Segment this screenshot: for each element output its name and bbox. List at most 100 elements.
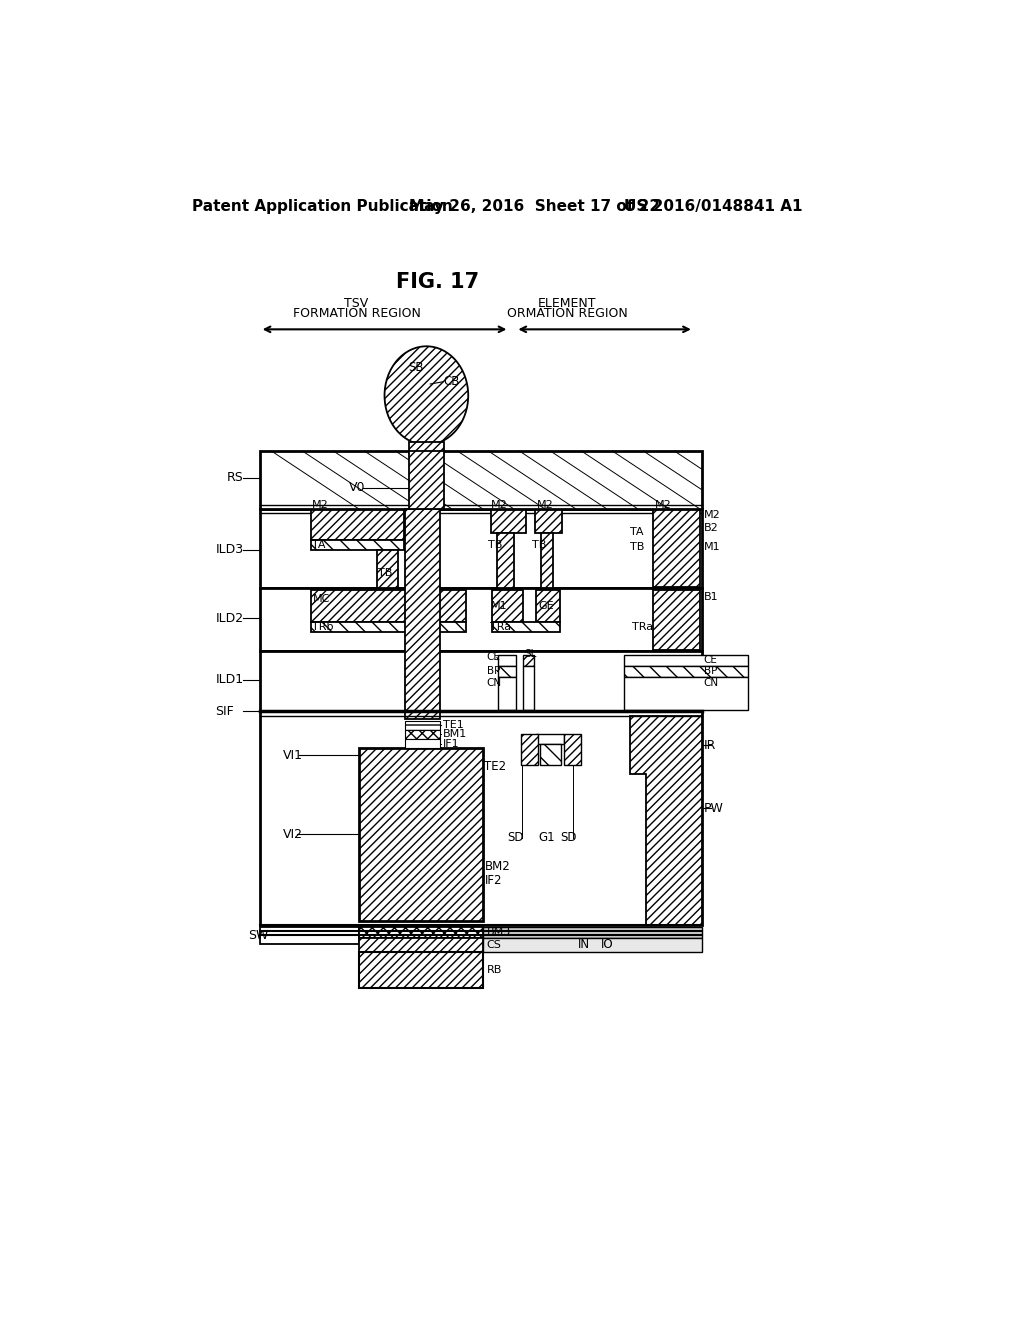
Text: TA: TA [630,527,644,537]
Bar [409,451,444,508]
Text: TB: TB [531,540,546,550]
Bar [377,550,398,589]
Bar [535,511,562,533]
Bar [540,743,561,766]
Bar [499,655,515,665]
Bar [521,734,538,766]
Text: RS: RS [227,471,244,484]
Text: M1: M1 [490,601,507,611]
Text: US 2016/0148841 A1: US 2016/0148841 A1 [624,198,803,214]
Bar [493,622,560,632]
Text: VI2: VI2 [283,828,303,841]
Bar [260,927,359,944]
Bar [311,590,466,622]
Text: ORMATION REGION: ORMATION REGION [507,308,628,321]
Text: TSV: TSV [344,297,369,310]
Text: BM1: BM1 [442,730,467,739]
Bar [260,711,701,924]
Text: ILD2: ILD2 [216,611,244,624]
Text: FIG. 17: FIG. 17 [396,272,479,292]
Bar [624,665,748,677]
Text: SL: SL [524,648,538,659]
Bar [406,508,439,719]
Text: B1: B1 [703,593,719,602]
Bar [499,665,515,677]
Text: SB: SB [409,362,424,375]
Text: M2: M2 [311,500,329,510]
Text: TB: TB [378,568,392,578]
Text: CB: CB [443,375,460,388]
Bar [653,590,700,649]
Text: RB: RB [486,965,502,975]
Bar [523,655,535,665]
Text: M2: M2 [537,500,553,510]
Text: B2: B2 [703,523,719,533]
Bar [311,540,403,550]
Bar [537,734,564,743]
Text: IF1: IF1 [442,739,460,748]
Text: May 26, 2016  Sheet 17 of 22: May 26, 2016 Sheet 17 of 22 [410,198,660,214]
Text: TB: TB [487,540,502,550]
Text: Patent Application Publication: Patent Application Publication [191,198,453,214]
Text: M1: M1 [703,543,721,552]
Text: CE: CE [486,652,501,663]
Text: BP: BP [703,667,717,676]
Text: M2: M2 [490,500,508,510]
Bar [499,677,515,710]
Text: TRb: TRb [312,622,334,632]
Text: VI1: VI1 [283,748,303,762]
Bar [624,655,748,665]
Text: IF2: IF2 [484,874,502,887]
Text: SIF: SIF [216,705,234,718]
Text: TRa: TRa [489,622,511,632]
Bar [624,677,748,710]
Text: SW: SW [248,929,268,942]
Bar [260,508,701,589]
Text: V0: V0 [349,482,366,495]
Text: BM3: BM3 [486,927,511,937]
Text: SD: SD [508,832,524,843]
Bar [483,937,701,952]
Bar [490,511,525,533]
Bar [406,730,439,739]
Bar [493,590,523,622]
Text: ILD3: ILD3 [216,543,244,556]
Bar [406,721,439,730]
Bar [541,533,554,589]
Bar [359,748,483,921]
Bar [406,739,439,748]
Bar [653,511,700,586]
Bar [260,589,701,651]
Text: TE2: TE2 [484,760,507,774]
Bar [523,665,535,710]
Ellipse shape [385,346,468,445]
Text: TB: TB [630,543,644,552]
Text: GE: GE [538,601,554,611]
Text: BP: BP [486,667,500,676]
Polygon shape [630,715,701,924]
Text: ELEMENT: ELEMENT [539,297,597,310]
Bar [359,927,483,937]
Text: CS: CS [486,940,502,949]
Text: M2: M2 [703,510,721,520]
Text: MC: MC [312,594,330,603]
Bar [260,451,701,508]
Text: M2: M2 [655,500,672,510]
Text: CE: CE [703,656,718,665]
Bar [311,622,466,632]
Bar [260,651,701,711]
Text: ILD1: ILD1 [216,673,244,686]
Bar [359,937,483,952]
Bar [537,590,560,622]
Text: PW: PW [703,801,724,814]
Bar [311,511,403,540]
Bar [409,442,444,453]
Text: BM2: BM2 [484,861,510,874]
Bar [497,533,514,589]
Text: CN: CN [703,677,719,688]
Text: IR: IR [703,739,716,751]
Text: TA: TA [311,540,326,550]
Text: G1: G1 [539,832,555,843]
Text: TE1: TE1 [442,721,464,730]
Text: IN: IN [578,939,590,952]
